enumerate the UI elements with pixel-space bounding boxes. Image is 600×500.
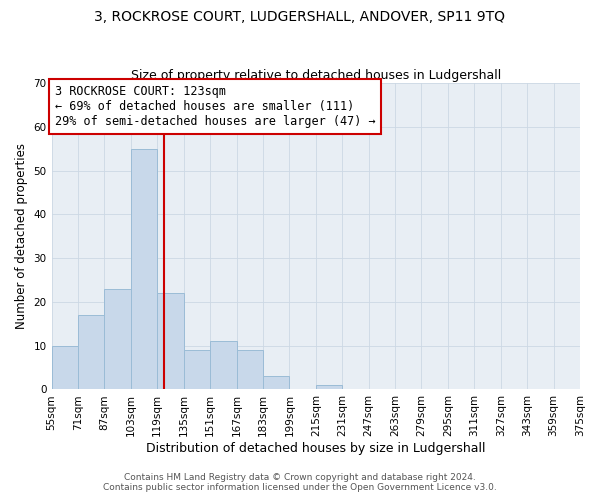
Text: Contains HM Land Registry data © Crown copyright and database right 2024.
Contai: Contains HM Land Registry data © Crown c…	[103, 473, 497, 492]
Bar	[52, 346, 78, 390]
Bar	[78, 315, 104, 390]
Bar	[210, 342, 236, 390]
X-axis label: Distribution of detached houses by size in Ludgershall: Distribution of detached houses by size …	[146, 442, 485, 455]
Title: Size of property relative to detached houses in Ludgershall: Size of property relative to detached ho…	[131, 69, 501, 82]
Bar	[157, 293, 184, 390]
Text: 3, ROCKROSE COURT, LUDGERSHALL, ANDOVER, SP11 9TQ: 3, ROCKROSE COURT, LUDGERSHALL, ANDOVER,…	[95, 10, 505, 24]
Bar	[316, 385, 342, 390]
Bar	[104, 289, 131, 390]
Text: 3 ROCKROSE COURT: 123sqm
← 69% of detached houses are smaller (111)
29% of semi-: 3 ROCKROSE COURT: 123sqm ← 69% of detach…	[55, 86, 376, 128]
Bar	[263, 376, 289, 390]
Bar	[131, 149, 157, 390]
Bar	[236, 350, 263, 390]
Y-axis label: Number of detached properties: Number of detached properties	[15, 144, 28, 330]
Bar	[184, 350, 210, 390]
